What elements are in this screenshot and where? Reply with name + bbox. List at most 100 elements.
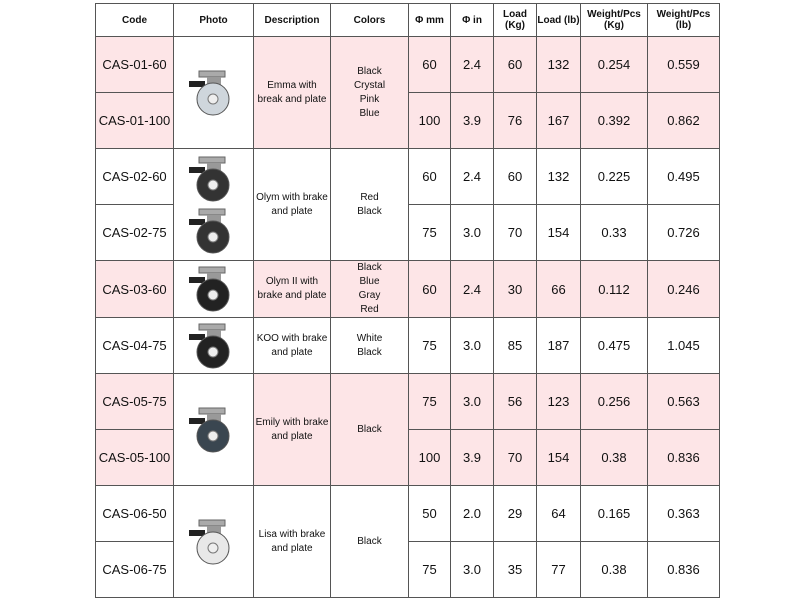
lisa-caster-image: [173, 485, 254, 598]
koo-caster-image: [173, 317, 254, 374]
in-cell: 3.0: [450, 541, 494, 598]
w-lb-cell: 0.495: [647, 148, 720, 205]
colors-cell: Black: [330, 485, 409, 598]
code-cell: CAS-03-60: [95, 260, 174, 318]
color-option: Blue: [359, 107, 380, 119]
load-kg-cell: 35: [493, 541, 537, 598]
load-kg-cell: 85: [493, 317, 537, 374]
w-lb-cell: 0.836: [647, 429, 720, 486]
description-cell: KOO with brake and plate: [253, 317, 331, 374]
colors-cell: Red Black: [330, 148, 409, 261]
mm-cell: 75: [408, 541, 451, 598]
column-header: Load (Kg): [493, 3, 537, 37]
color-option: Black: [357, 535, 382, 547]
in-cell: 3.9: [450, 92, 494, 149]
column-header: Description: [253, 3, 331, 37]
load-kg-cell: 60: [493, 148, 537, 205]
load-lb-cell: 64: [536, 485, 581, 542]
load-lb-cell: 132: [536, 36, 581, 93]
w-lb-cell: 0.836: [647, 541, 720, 598]
color-option: Black: [357, 423, 382, 435]
code-cell: CAS-05-100: [95, 429, 174, 486]
code-cell: CAS-06-50: [95, 485, 174, 542]
in-cell: 2.4: [450, 36, 494, 93]
olym-caster-image: [173, 148, 254, 261]
color-option: Crystal: [353, 79, 386, 91]
mm-cell: 100: [408, 429, 451, 486]
mm-cell: 75: [408, 317, 451, 374]
code-cell: CAS-05-75: [95, 373, 174, 430]
load-kg-cell: 56: [493, 373, 537, 430]
w-kg-cell: 0.225: [580, 148, 648, 205]
code-cell: CAS-01-60: [95, 36, 174, 93]
table-row: CAS-03-60 Olym II with brake and plate Bl…: [95, 260, 720, 318]
table-row: CAS-01-60 Emma with break and plate Black…: [95, 36, 720, 149]
load-lb-cell: 66: [536, 260, 581, 318]
column-header: Weight/Pcs (Kg): [580, 3, 648, 37]
w-kg-cell: 0.254: [580, 36, 648, 93]
w-kg-cell: 0.33: [580, 204, 648, 261]
w-lb-cell: 0.563: [647, 373, 720, 430]
color-option: Pink: [359, 93, 380, 105]
w-lb-cell: 0.246: [647, 260, 720, 318]
load-lb-cell: 154: [536, 204, 581, 261]
w-lb-cell: 0.862: [647, 92, 720, 149]
column-header: Photo: [173, 3, 254, 37]
description-cell: Emily with brake and plate: [253, 373, 331, 486]
description-cell: Emma with break and plate: [253, 36, 331, 149]
load-lb-cell: 123: [536, 373, 581, 430]
table-row: CAS-06-50 Lisa with brake and plate Black…: [95, 485, 720, 598]
table-row: CAS-02-75 75 3.0 70 154 0.33 0.726: [95, 204, 720, 261]
in-cell: 3.0: [450, 317, 494, 374]
table-row: CAS-06-75 75 3.0 35 77 0.38 0.836: [95, 541, 720, 598]
colors-cell: Black Blue Gray Red: [330, 260, 409, 318]
w-kg-cell: 0.392: [580, 92, 648, 149]
w-lb-cell: 1.045: [647, 317, 720, 374]
mm-cell: 75: [408, 373, 451, 430]
emma-caster-image: [173, 36, 254, 149]
w-lb-cell: 0.726: [647, 204, 720, 261]
colors-cell: Black: [330, 373, 409, 486]
mm-cell: 60: [408, 148, 451, 205]
load-lb-cell: 167: [536, 92, 581, 149]
w-kg-cell: 0.475: [580, 317, 648, 374]
load-lb-cell: 154: [536, 429, 581, 486]
color-option: Blue: [359, 276, 380, 287]
color-option: Black: [357, 346, 382, 358]
load-lb-cell: 132: [536, 148, 581, 205]
in-cell: 2.4: [450, 260, 494, 318]
table-row: CAS-04-75 KOO with brake and plate White B…: [95, 317, 720, 374]
load-kg-cell: 70: [493, 204, 537, 261]
column-header: Φ mm: [408, 3, 451, 37]
mm-cell: 75: [408, 204, 451, 261]
header-row: Code Photo Description Colors Φ mm Φ in Load (…: [95, 3, 720, 37]
code-cell: CAS-02-75: [95, 204, 174, 261]
column-header: Φ in: [450, 3, 494, 37]
w-lb-cell: 0.363: [647, 485, 720, 542]
description-cell: Olym with brake and plate: [253, 148, 331, 261]
in-cell: 2.0: [450, 485, 494, 542]
code-cell: CAS-06-75: [95, 541, 174, 598]
code-cell: CAS-02-60: [95, 148, 174, 205]
w-kg-cell: 0.38: [580, 429, 648, 486]
load-kg-cell: 60: [493, 36, 537, 93]
mm-cell: 100: [408, 92, 451, 149]
w-lb-cell: 0.559: [647, 36, 720, 93]
table-row: CAS-05-100 100 3.9 70 154 0.38 0.836: [95, 429, 720, 486]
in-cell: 3.0: [450, 204, 494, 261]
load-lb-cell: 187: [536, 317, 581, 374]
color-option: Gray: [358, 290, 381, 301]
colors-cell: Black Crystal Pink Blue: [330, 36, 409, 149]
w-kg-cell: 0.38: [580, 541, 648, 598]
mm-cell: 60: [408, 36, 451, 93]
table-row: CAS-02-60 Olym with brake and plate Red Bl…: [95, 148, 720, 261]
mm-cell: 60: [408, 260, 451, 318]
column-header: Load (lb): [536, 3, 581, 37]
color-option: Red: [360, 304, 379, 315]
color-option: Black: [357, 65, 382, 77]
color-option: Black: [357, 262, 382, 273]
load-kg-cell: 29: [493, 485, 537, 542]
in-cell: 3.0: [450, 373, 494, 430]
table-row: CAS-01-100 100 3.9 76 167 0.392 0.862: [95, 92, 720, 149]
load-kg-cell: 76: [493, 92, 537, 149]
